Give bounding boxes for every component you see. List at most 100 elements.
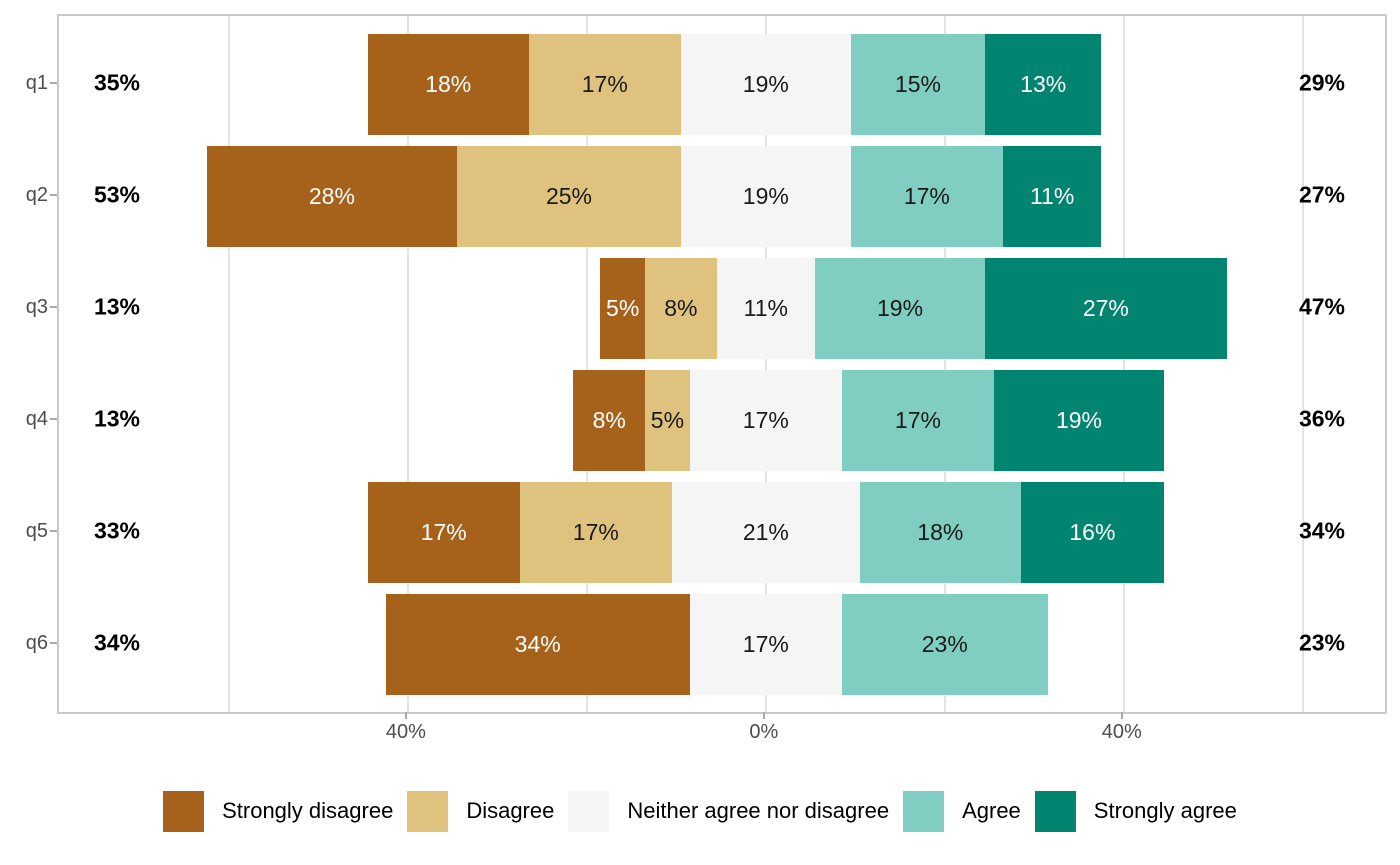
legend-label-neither-agree-nor-disagree: Neither agree nor disagree [627, 798, 890, 823]
segment-value-label: 25% [545, 183, 593, 209]
left-total-q4: 13% [93, 405, 141, 431]
y-axis-label-q2: q2 [25, 183, 48, 206]
gridline--40 [406, 16, 409, 712]
legend-item-agree: Agree [903, 790, 1021, 832]
x-axis-tick-0 [404, 712, 407, 719]
left-total-q2: 53% [93, 181, 141, 207]
segment-value-label: 17% [742, 407, 789, 433]
segment-value-label: 18% [917, 519, 964, 545]
x-axis-tick-2 [1120, 712, 1123, 719]
segment-value-label: 23% [921, 631, 968, 657]
segment-value-label: 19% [742, 183, 789, 209]
y-axis-label-q5: q5 [25, 519, 48, 542]
bar-segment-q4-neither-agree-nor-disagree: 17% [689, 370, 842, 471]
gridline-60 [1301, 16, 1304, 712]
legend-label-strongly-disagree: Strongly disagree [222, 798, 394, 823]
y-axis-tick-q4 [50, 417, 57, 420]
bar-segment-q1-neither-agree-nor-disagree: 19% [680, 34, 851, 135]
y-axis-label-q1: q1 [25, 71, 48, 94]
legend-item-strongly-agree: Strongly agree [1034, 790, 1237, 832]
bar-segment-q1-agree: 15% [850, 34, 986, 135]
y-axis-label-q4: q4 [25, 407, 48, 430]
legend-swatch-strongly-agree [1034, 790, 1076, 832]
plot-panel: 18% 17% 19% 15% 13% 28% 25% 19% 17% 11% 5% 8% 11% 19%… [57, 14, 1387, 714]
bar-segment-q6-strongly-disagree: 34% [385, 594, 690, 695]
bar-segment-q3-agree: 19% [815, 258, 986, 359]
bar-segment-q5-strongly-agree: 16% [1020, 482, 1164, 583]
segment-value-label: 5% [650, 407, 685, 433]
bar-segment-q3-disagree: 8% [645, 258, 717, 359]
bar-segment-q6-neither-agree-nor-disagree: 17% [689, 594, 842, 695]
y-axis-label-q6: q6 [25, 631, 48, 654]
x-axis-tick-label-1: 0% [749, 721, 779, 743]
y-axis-tick-q3 [50, 305, 57, 308]
segment-value-label: 19% [742, 71, 789, 97]
y-axis-tick-q1 [50, 81, 57, 84]
bar-segment-q3-strongly-agree: 27% [985, 258, 1227, 359]
y-axis-tick-q6 [50, 641, 57, 644]
segment-value-label: 17% [581, 71, 628, 97]
segment-value-label: 21% [742, 519, 789, 545]
bar-segment-q5-disagree: 17% [519, 482, 672, 583]
legend-swatch-agree [903, 790, 945, 832]
segment-value-label: 19% [877, 295, 924, 321]
y-axis-tick-q5 [50, 529, 57, 532]
bar-segment-q5-agree: 18% [859, 482, 1021, 583]
left-total-q6: 34% [93, 629, 141, 655]
gridline-40 [1122, 16, 1125, 712]
legend-label-strongly-agree: Strongly agree [1093, 798, 1237, 823]
bar-segment-q6-agree: 23% [841, 594, 1048, 695]
segment-value-label: 13% [1020, 71, 1067, 97]
legend-item-neither-agree-nor-disagree: Neither agree nor disagree [568, 790, 890, 832]
segment-value-label: 34% [514, 631, 561, 657]
y-axis-label-q3: q3 [25, 295, 48, 318]
bar-segment-q2-strongly-agree: 11% [1002, 146, 1102, 247]
right-total-q4: 36% [1298, 405, 1346, 431]
right-total-q6: 23% [1298, 629, 1346, 655]
legend-swatch-disagree [407, 790, 449, 832]
bar-segment-q4-agree: 17% [841, 370, 994, 471]
segment-value-label: 17% [572, 519, 619, 545]
segment-value-label: 15% [894, 71, 941, 97]
legend-label-disagree: Disagree [466, 798, 555, 823]
left-total-q1: 35% [93, 69, 141, 95]
legend-item-strongly-disagree: Strongly disagree [163, 790, 394, 832]
legend-swatch-neither-agree-nor-disagree [568, 790, 610, 832]
bar-segment-q4-strongly-disagree: 8% [573, 370, 646, 471]
segment-value-label: 8% [592, 407, 626, 433]
segment-value-label: 28% [308, 183, 355, 209]
gridline--20 [585, 16, 588, 712]
gridline-0 [764, 16, 767, 712]
gridline-20 [943, 16, 946, 712]
segment-value-label: 11% [1029, 183, 1075, 209]
legend: Strongly disagree Disagree Neither agree n… [0, 789, 1400, 833]
left-total-q5: 33% [93, 517, 141, 543]
x-axis-tick-1 [762, 712, 765, 719]
segment-value-label: 16% [1069, 519, 1116, 545]
bar-segment-q3-strongly-disagree: 5% [600, 258, 646, 359]
segment-value-label: 11% [743, 295, 788, 321]
right-total-q2: 27% [1298, 181, 1346, 207]
bar-segment-q1-strongly-disagree: 18% [367, 34, 529, 135]
gridline--60 [228, 16, 230, 712]
bar-segment-q1-strongly-agree: 13% [985, 34, 1102, 135]
legend-swatch-strongly-disagree [163, 790, 205, 832]
segment-value-label: 17% [903, 183, 950, 209]
right-total-q5: 34% [1298, 517, 1346, 543]
x-axis-tick-label-2: 40% [1101, 721, 1142, 743]
legend-item-disagree: Disagree [407, 790, 555, 832]
segment-value-label: 8% [664, 295, 698, 321]
x-axis-tick-label-0: 40% [385, 721, 426, 743]
bar-segment-q2-strongly-disagree: 28% [206, 146, 458, 247]
segment-value-label: 17% [420, 519, 467, 545]
bar-segment-q2-disagree: 25% [457, 146, 681, 247]
right-total-q3: 47% [1298, 293, 1346, 319]
segment-value-label: 17% [894, 407, 941, 433]
bar-segment-q2-agree: 17% [850, 146, 1003, 247]
bar-segment-q2-neither-agree-nor-disagree: 19% [680, 146, 851, 247]
right-total-q1: 29% [1298, 69, 1346, 95]
legend-label-agree: Agree [962, 798, 1021, 823]
left-total-q3: 13% [93, 293, 141, 319]
segment-value-label: 17% [742, 631, 789, 657]
